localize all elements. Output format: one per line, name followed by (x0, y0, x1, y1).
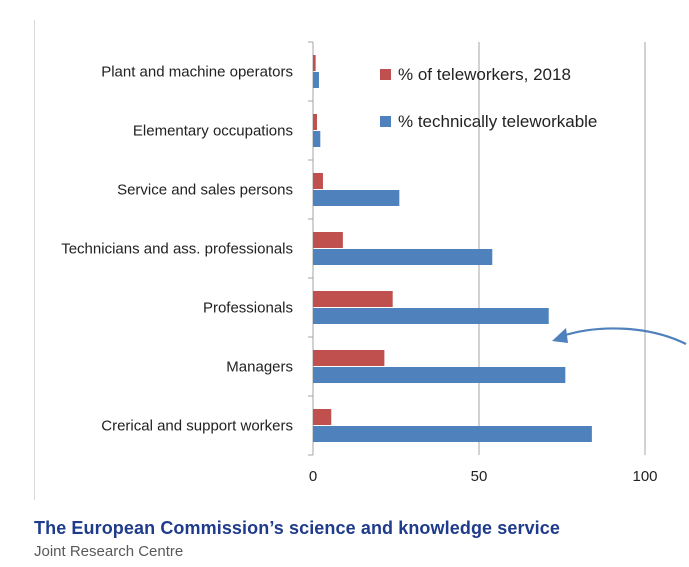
x-tick-label: 100 (632, 468, 657, 485)
pointer-arrow-line (561, 327, 687, 345)
category-label: Managers (226, 359, 293, 376)
category-label: Elementary occupations (133, 123, 293, 140)
bar-teleworkers (313, 232, 343, 248)
category-label: Crerical and support workers (101, 418, 293, 435)
bar-teleworkable (313, 308, 549, 324)
legend-label: % technically teleworkable (398, 112, 597, 131)
bar-teleworkable (313, 426, 592, 442)
footer-subtitle: Joint Research Centre (34, 543, 184, 560)
footer-title: The European Commission’s science and kn… (34, 518, 561, 538)
x-tick-label: 0 (309, 468, 317, 485)
bar-teleworkers (313, 114, 317, 130)
pointer-arrowhead (552, 328, 568, 343)
legend-label: % of teleworkers, 2018 (398, 65, 571, 84)
x-tick-label: 50 (471, 468, 488, 485)
legend-swatch (380, 69, 391, 80)
bar-teleworkers (313, 409, 332, 425)
bar-teleworkers (313, 173, 323, 189)
bar-teleworkers (313, 291, 393, 307)
bar-teleworkers (313, 350, 385, 366)
bar-teleworkable (313, 72, 319, 88)
category-label: Service and sales persons (117, 182, 293, 199)
category-label: Technicians and ass. professionals (61, 241, 293, 258)
teleworking-bar-chart: 0 50 100 Plant and machine operators Element… (61, 41, 687, 485)
category-label: Plant and machine operators (101, 64, 293, 81)
bar-teleworkable (313, 131, 321, 147)
bar-teleworkers (313, 55, 316, 71)
bar-teleworkable (313, 190, 400, 206)
left-divider (34, 20, 35, 500)
bar-teleworkable (313, 367, 566, 383)
category-label: Professionals (203, 300, 293, 317)
bar-teleworkable (313, 249, 493, 265)
legend-swatch (380, 116, 391, 127)
